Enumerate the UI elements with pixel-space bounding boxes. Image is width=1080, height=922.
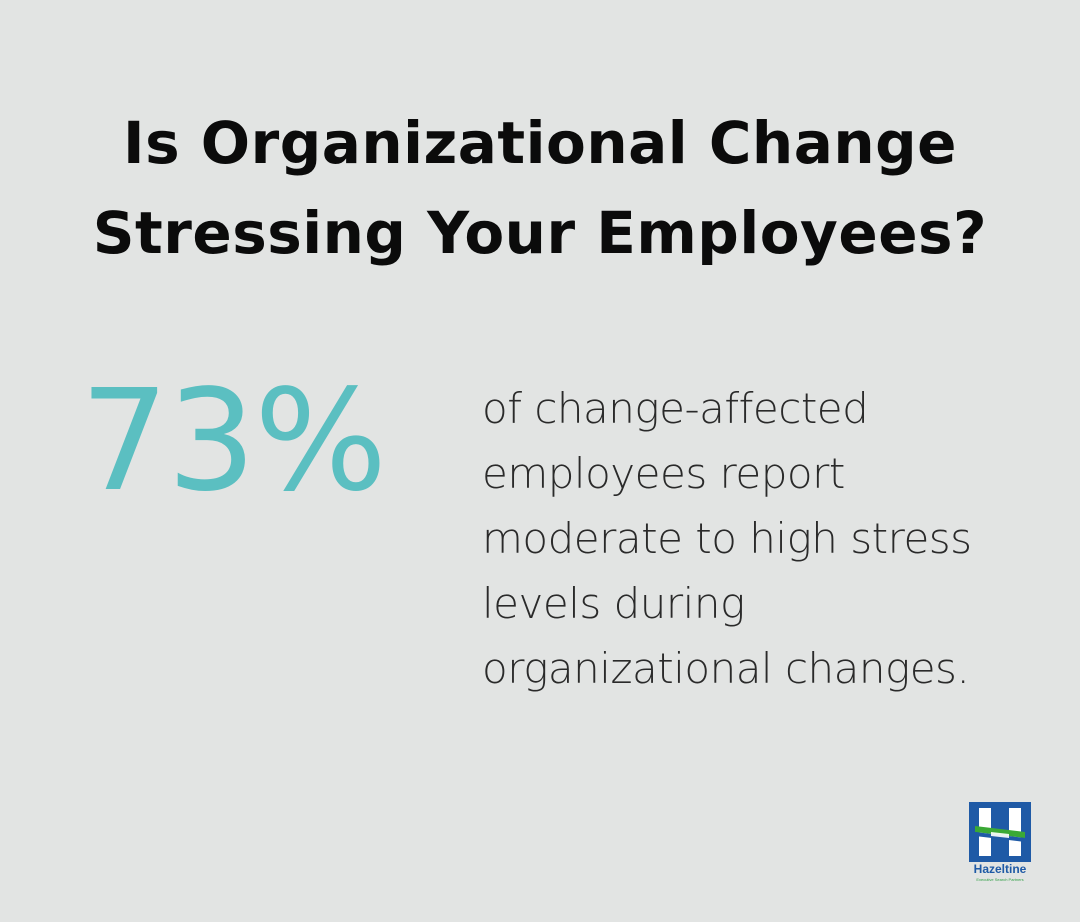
company-logo: Hazeltine Executive Search Partners [966, 800, 1034, 886]
stat-description-line: levels during [482, 579, 745, 628]
stat-description: of change-affected employees report mode… [482, 376, 1042, 701]
title-line-2: Stressing Your Employees? [92, 199, 988, 267]
stat-description-line: of change-affected [482, 384, 869, 433]
logo-tagline: Executive Search Partners [976, 877, 1024, 882]
title-line-1: Is Organizational Change [122, 109, 958, 177]
stat-description-line: employees report [482, 449, 845, 498]
stat-percentage: 73% [80, 360, 387, 523]
logo-name: Hazeltine [973, 862, 1027, 876]
page-title: Is Organizational Change Stressing Your … [0, 98, 1080, 278]
hazeltine-h-logo-icon [969, 802, 1031, 862]
stat-description-line: organizational changes. [482, 644, 970, 693]
stat-description-line: moderate to high stress [482, 514, 972, 563]
